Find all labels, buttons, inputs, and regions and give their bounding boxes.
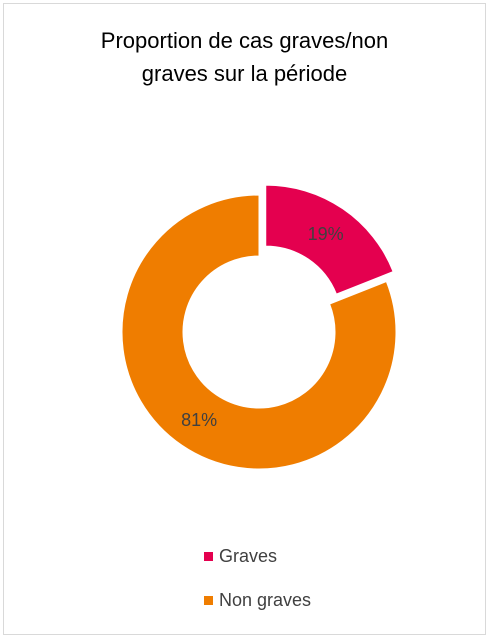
legend-item-non-graves: Non graves [204, 590, 311, 611]
data-label-non-graves: 81% [181, 410, 217, 430]
legend-item-graves: Graves [204, 546, 277, 567]
chart-area: Proportion de cas graves/non graves sur … [3, 3, 486, 635]
chart-title-line-1: Proportion de cas graves/non [100, 28, 389, 53]
data-label-graves: 19% [308, 224, 344, 244]
chart-title: Proportion de cas graves/non graves sur … [4, 24, 485, 90]
legend-swatch-non-graves [204, 596, 213, 605]
donut-slice-non-graves [121, 194, 397, 470]
legend-label-non-graves: Non graves [219, 590, 312, 610]
legend-label-graves: Graves [219, 546, 278, 566]
donut-chart: 19% 81% [121, 184, 397, 470]
donut-slice-graves [265, 184, 394, 295]
chart-title-line-2: graves sur la période [141, 61, 348, 86]
legend-swatch-graves [204, 552, 213, 561]
